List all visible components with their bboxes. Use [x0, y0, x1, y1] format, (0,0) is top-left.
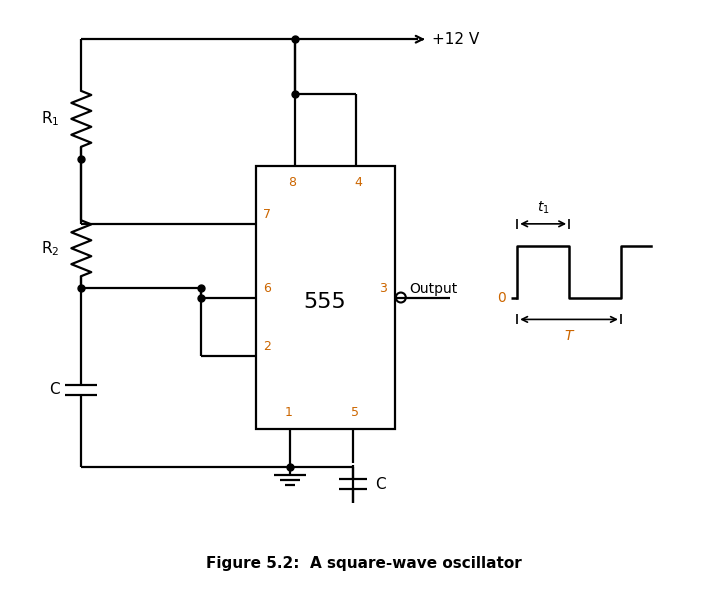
Text: 2: 2: [264, 340, 272, 353]
Text: T: T: [565, 329, 573, 343]
Text: R$_2$: R$_2$: [41, 239, 60, 258]
Text: 1: 1: [285, 406, 292, 420]
Text: 4: 4: [354, 176, 362, 188]
Text: C: C: [49, 382, 60, 397]
Text: Figure 5.2:  A square-wave oscillator: Figure 5.2: A square-wave oscillator: [206, 556, 522, 571]
Text: 555: 555: [304, 293, 347, 312]
Text: +12 V: +12 V: [432, 32, 479, 47]
Text: 3: 3: [379, 282, 387, 294]
Text: R$_1$: R$_1$: [41, 110, 60, 128]
Bar: [256, 166, 395, 429]
Text: 0: 0: [497, 291, 506, 305]
Text: $t_1$: $t_1$: [537, 199, 550, 216]
Text: 7: 7: [264, 208, 272, 221]
Text: C: C: [375, 477, 386, 492]
Text: 6: 6: [264, 282, 272, 294]
Text: Output: Output: [409, 282, 457, 296]
Text: 8: 8: [288, 176, 296, 188]
Text: 5: 5: [351, 406, 359, 420]
